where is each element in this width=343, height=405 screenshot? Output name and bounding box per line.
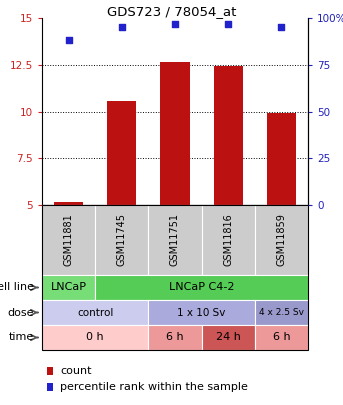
Text: LNCaP C4-2: LNCaP C4-2 [169, 283, 234, 292]
Text: control: control [77, 307, 114, 318]
Text: time: time [9, 333, 34, 343]
Text: cell line: cell line [0, 283, 34, 292]
Text: dose: dose [8, 307, 34, 318]
Text: GSM11751: GSM11751 [170, 213, 180, 266]
Text: percentile rank within the sample: percentile rank within the sample [60, 382, 248, 392]
Text: GSM11881: GSM11881 [63, 213, 74, 266]
Point [172, 20, 178, 27]
Text: 6 h: 6 h [273, 333, 290, 343]
Text: 1 x 10 Sv: 1 x 10 Sv [177, 307, 226, 318]
Point [66, 37, 71, 44]
Text: 6 h: 6 h [166, 333, 184, 343]
Text: GDS723 / 78054_at: GDS723 / 78054_at [107, 5, 236, 18]
Text: 24 h: 24 h [216, 333, 241, 343]
Text: LNCaP: LNCaP [51, 283, 86, 292]
Text: GSM11745: GSM11745 [117, 213, 127, 266]
Text: 0 h: 0 h [86, 333, 104, 343]
Text: 4 x 2.5 Sv: 4 x 2.5 Sv [259, 308, 304, 317]
Bar [54, 202, 83, 205]
Text: GSM11859: GSM11859 [276, 213, 286, 266]
Point [225, 20, 231, 27]
Bar [107, 101, 137, 205]
Point [279, 24, 284, 31]
Text: GSM11816: GSM11816 [223, 213, 233, 266]
Bar [267, 113, 296, 205]
Bar [161, 62, 190, 205]
Point [119, 24, 125, 31]
Bar [214, 66, 243, 205]
Text: count: count [60, 366, 92, 376]
